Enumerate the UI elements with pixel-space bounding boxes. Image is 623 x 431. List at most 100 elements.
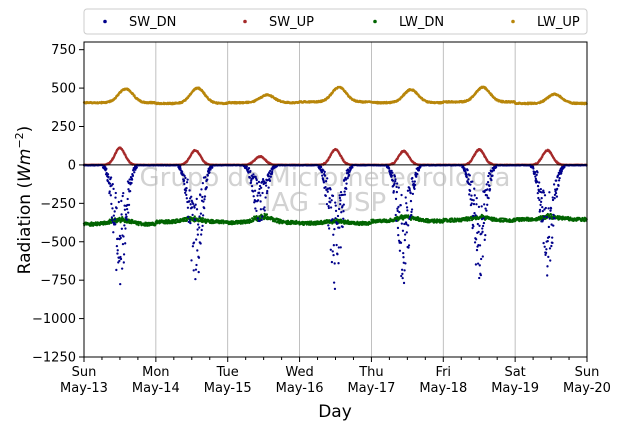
sw-dn-point <box>127 188 130 191</box>
sw-dn-point <box>473 187 476 190</box>
sw-dn-point <box>197 270 200 274</box>
sw-dn-point <box>320 171 324 174</box>
sw-dn-point <box>256 194 259 197</box>
sw-dn-point <box>475 238 478 241</box>
sw-dn-point <box>402 281 406 285</box>
sw-dn-point <box>251 190 255 193</box>
sw-dn-point <box>482 221 486 225</box>
lw-dn-point <box>346 219 350 222</box>
sw-dn-point <box>195 197 198 201</box>
sw-dn-point <box>185 193 188 197</box>
lw-dn-point <box>438 218 441 221</box>
sw-dn-point <box>395 219 398 223</box>
sw-dn-point <box>468 174 471 177</box>
sw-dn-point <box>387 167 391 170</box>
sw-dn-point <box>258 187 261 191</box>
sw-dn-point <box>405 223 408 226</box>
sw-dn-point <box>471 180 474 183</box>
x-gridlines <box>155 42 516 357</box>
sw-dn-point <box>413 187 416 191</box>
sw-dn-point <box>397 186 400 189</box>
sw-dn-point <box>206 174 209 177</box>
sw-dn-point <box>388 169 391 172</box>
sw-dn-point <box>338 194 341 197</box>
lw-dn-point <box>505 218 508 221</box>
sw-dn-point <box>327 224 330 227</box>
sw-dn-point <box>485 194 489 197</box>
sw-dn-point <box>264 184 268 187</box>
sw-dn-point <box>114 223 117 226</box>
sw-dn-point <box>259 208 263 211</box>
sw-dn-point <box>397 233 400 237</box>
sw-dn-point <box>126 197 129 201</box>
sw-dn-point <box>200 188 203 191</box>
sw-dn-point <box>254 207 257 210</box>
sw-dn-point <box>112 231 115 234</box>
sw-dn-point <box>197 256 201 259</box>
sw-dn-point <box>326 190 329 193</box>
sw-dn-point <box>109 176 113 179</box>
sw-dn-point <box>256 217 259 220</box>
sw-dn-point <box>396 207 399 210</box>
sw-dn-point <box>188 218 192 222</box>
sw-dn-point <box>478 276 481 280</box>
sw-dn-point <box>111 207 114 210</box>
sw-dn-point <box>406 189 410 192</box>
sw-dn-point <box>108 182 112 185</box>
sw-dn-point <box>258 184 262 188</box>
sw-dn-point <box>255 209 258 212</box>
sw-dn-point <box>333 228 336 231</box>
sw-dn-point <box>259 194 262 197</box>
sw-dn-point <box>475 197 478 200</box>
sw-dn-point <box>135 166 138 169</box>
sw-dn-point <box>407 224 410 227</box>
sw-dn-point <box>187 215 190 219</box>
sw-dn-point <box>183 182 186 186</box>
sw-dn-point <box>121 194 124 198</box>
sw-dn-point <box>465 175 468 179</box>
sw-dn-point <box>116 249 119 252</box>
sw-dn-point <box>126 203 129 207</box>
sw-dn-point <box>332 244 335 247</box>
sw-dn-point <box>345 182 348 185</box>
sw-dn-point <box>345 187 348 191</box>
sw-dn-point <box>478 244 482 247</box>
sw-dn-point <box>192 241 196 244</box>
sw-dn-point <box>404 233 407 236</box>
sw-dn-point <box>114 191 117 195</box>
sw-dn-point <box>487 174 490 178</box>
sw-dn-point <box>394 197 398 201</box>
sw-dn-point <box>403 238 407 242</box>
sw-dn-point <box>261 215 264 218</box>
sw-dn-point <box>476 222 479 226</box>
sw-dn-point <box>120 227 124 230</box>
sw-dn-point <box>334 201 337 204</box>
sw-dn-point <box>330 199 333 202</box>
sw-dn-point <box>261 191 264 195</box>
sw-dn-point <box>128 178 131 181</box>
sw-dn-point <box>190 206 194 209</box>
sw-dn-point <box>471 214 475 218</box>
sw-dn-point <box>107 175 110 179</box>
sw-dn-point <box>186 206 190 209</box>
sw-dn-point <box>410 213 413 217</box>
sw-dn-point <box>271 170 274 174</box>
sw-dn-point <box>415 175 418 178</box>
sw-dn-point <box>469 183 472 186</box>
sw-dn-point <box>391 179 395 182</box>
sw-dn-point <box>403 222 406 226</box>
sw-dn-point <box>266 173 270 176</box>
sw-dn-point <box>408 187 411 190</box>
sw-dn-point <box>208 171 211 174</box>
sw-dn-point <box>333 287 337 290</box>
sw-dn-point <box>108 190 111 193</box>
sw-dn-point <box>104 165 107 169</box>
sw-dn-point <box>209 168 212 171</box>
sw-dn-point <box>206 178 209 181</box>
sw-dn-point <box>324 185 327 189</box>
sw-dn-point <box>130 181 133 185</box>
sw-dn-point <box>337 246 340 249</box>
lw-up-point <box>513 100 516 103</box>
sw-dn-point <box>196 233 200 236</box>
sw-dn-point <box>341 204 344 208</box>
